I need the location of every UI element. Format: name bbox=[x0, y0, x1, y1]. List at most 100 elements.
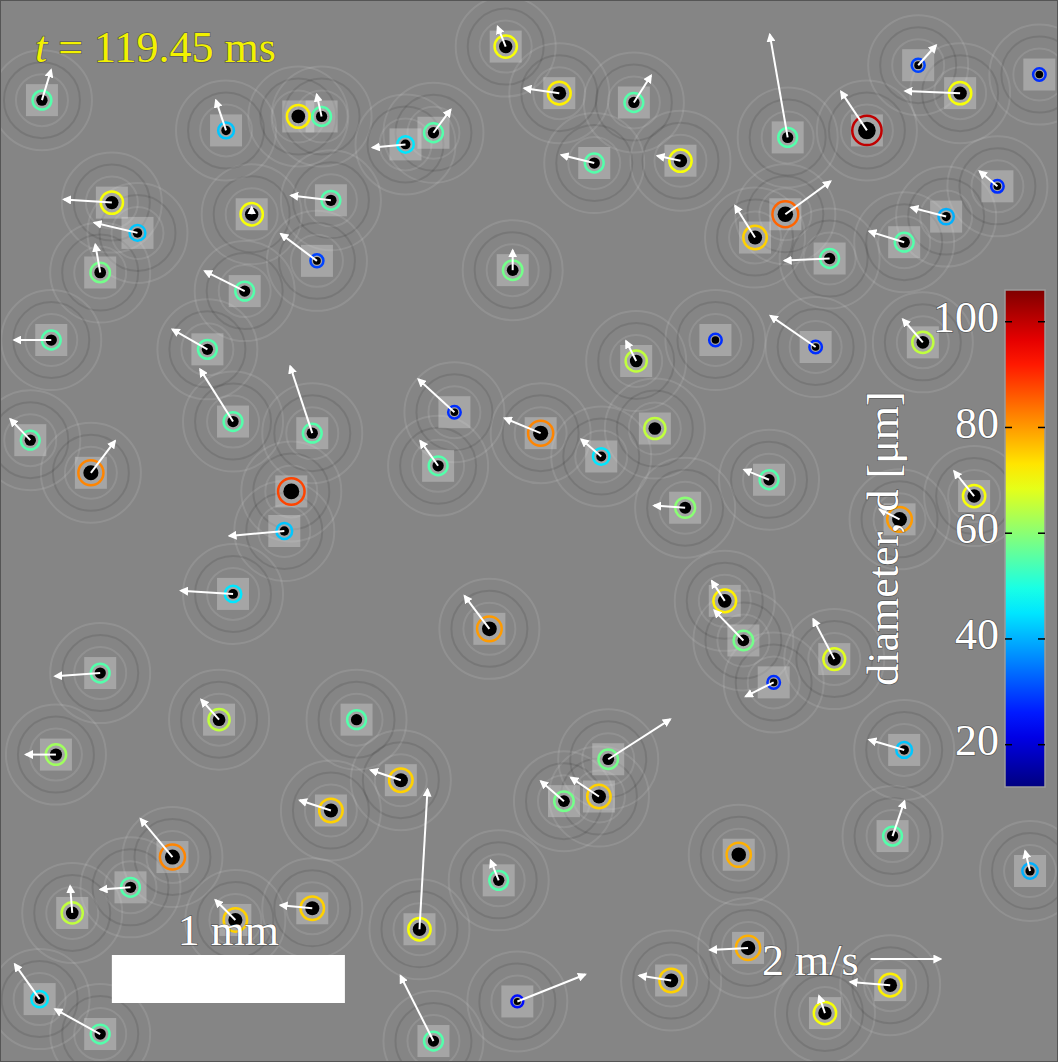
velocity-arrow bbox=[657, 156, 680, 161]
diffraction-ring bbox=[689, 805, 789, 905]
plot-frame bbox=[1, 1, 1058, 1062]
particle-patch bbox=[699, 324, 731, 356]
diffraction-ring bbox=[355, 94, 455, 194]
colorbar-tick bbox=[1005, 427, 1012, 429]
diffraction-ring bbox=[18, 717, 94, 793]
scale-bar bbox=[112, 955, 345, 1003]
diffraction-ring bbox=[544, 113, 644, 213]
diffraction-ring bbox=[463, 220, 563, 320]
velocity-arrow bbox=[201, 700, 219, 720]
velocity-arrow bbox=[980, 171, 998, 186]
annotations: t = 119.45 ms1 mm2 m/s20406080100diamete… bbox=[35, 23, 1045, 1003]
diffraction-ring bbox=[169, 311, 245, 387]
diffraction-ring bbox=[456, 0, 556, 97]
diffraction-ring bbox=[980, 821, 1058, 921]
diffraction-ring bbox=[743, 454, 795, 506]
velocity-arrow bbox=[654, 506, 685, 508]
diffraction-ring bbox=[416, 374, 492, 450]
velocity-arrow bbox=[94, 223, 137, 233]
particle bbox=[287, 105, 310, 128]
diffraction-ring bbox=[491, 383, 591, 483]
diffraction-ring bbox=[248, 66, 348, 166]
diffraction-ring bbox=[0, 949, 90, 1049]
diffraction-ring bbox=[787, 975, 863, 1051]
diffraction-ring bbox=[475, 232, 551, 308]
diffraction-ring bbox=[473, 854, 525, 906]
velocity-arrow bbox=[280, 905, 312, 908]
diffraction-ring bbox=[503, 395, 579, 471]
velocity-arrow bbox=[785, 181, 830, 214]
velocity-arrow bbox=[200, 369, 233, 421]
velocity-arrow bbox=[517, 974, 585, 1001]
diffraction-ring bbox=[713, 829, 765, 881]
velocity-arrow bbox=[205, 271, 245, 291]
particle bbox=[809, 341, 822, 354]
diffraction-ring bbox=[705, 188, 805, 288]
particle bbox=[1022, 863, 1037, 878]
diffraction-ring bbox=[817, 80, 917, 180]
diffraction-ring bbox=[4, 62, 80, 138]
diffraction-ring bbox=[1, 290, 101, 390]
particle bbox=[198, 340, 217, 359]
particle-core bbox=[712, 336, 720, 344]
colorbar-label: diameter, d [μm] bbox=[859, 391, 908, 685]
particle bbox=[235, 282, 254, 301]
diffraction-ring bbox=[731, 442, 807, 518]
velocity-arrow bbox=[141, 819, 173, 857]
diffraction-ring bbox=[53, 435, 129, 511]
diffraction-ring bbox=[1001, 37, 1058, 113]
velocity-arrow bbox=[905, 91, 960, 93]
diffraction-ring bbox=[866, 712, 942, 788]
velocity-arrow bbox=[735, 206, 755, 238]
diffraction-ring bbox=[719, 430, 819, 530]
velocity-arrow bbox=[869, 740, 904, 750]
diffraction-ring bbox=[1013, 49, 1058, 101]
colorbar-tick-label: 40 bbox=[955, 610, 999, 659]
particle bbox=[760, 470, 779, 489]
diffraction-ring bbox=[629, 403, 681, 455]
velocity-arrow bbox=[420, 441, 438, 466]
diffraction-ring bbox=[279, 223, 355, 299]
diffraction-ring bbox=[449, 830, 549, 930]
velocity-arrow bbox=[639, 976, 671, 981]
colorbar-tick bbox=[1005, 744, 1012, 746]
diffraction-ring bbox=[461, 842, 537, 918]
diffraction-ring bbox=[480, 21, 532, 73]
velocity-arrow bbox=[770, 316, 815, 347]
particle-core bbox=[351, 714, 362, 725]
velocity-arrow bbox=[433, 110, 450, 133]
diffraction-ring bbox=[226, 188, 278, 240]
particle-core bbox=[602, 753, 614, 765]
diffraction-ring bbox=[14, 973, 66, 1025]
velocity-arrow bbox=[100, 887, 130, 889]
colorbar-tick bbox=[1038, 321, 1045, 323]
particle bbox=[347, 710, 366, 729]
diffraction-ring bbox=[463, 603, 515, 655]
chart: t = 119.45 ms1 mm2 m/s20406080100diamete… bbox=[0, 0, 1058, 1062]
scale-bar-label: 1 mm bbox=[178, 906, 279, 955]
particle bbox=[743, 226, 766, 249]
velocity-arrow bbox=[784, 259, 829, 261]
velocity-arrow bbox=[300, 800, 331, 810]
velocity-arrow bbox=[14, 339, 51, 341]
particle bbox=[883, 827, 902, 846]
velocity-key-arrow bbox=[871, 958, 941, 960]
diffraction-ring bbox=[556, 125, 632, 201]
diffraction-ring bbox=[959, 148, 1035, 224]
diffraction-ring bbox=[169, 670, 269, 770]
velocity-arrow bbox=[903, 319, 923, 342]
particle-core bbox=[731, 847, 746, 862]
particle-patch bbox=[639, 413, 671, 445]
diffraction-ring bbox=[892, 39, 944, 91]
velocity-arrow bbox=[216, 100, 226, 130]
diffraction-ring bbox=[855, 798, 931, 874]
particle-patch bbox=[275, 475, 307, 507]
particle bbox=[778, 128, 797, 147]
colorbar-tick bbox=[1005, 638, 1012, 640]
velocity-arrow bbox=[291, 195, 331, 200]
velocity-arrow bbox=[498, 27, 506, 47]
velocity-arrow bbox=[813, 619, 834, 659]
velocity-arrow bbox=[491, 860, 499, 880]
diffraction-ring bbox=[307, 670, 407, 770]
particle bbox=[814, 1002, 836, 1024]
